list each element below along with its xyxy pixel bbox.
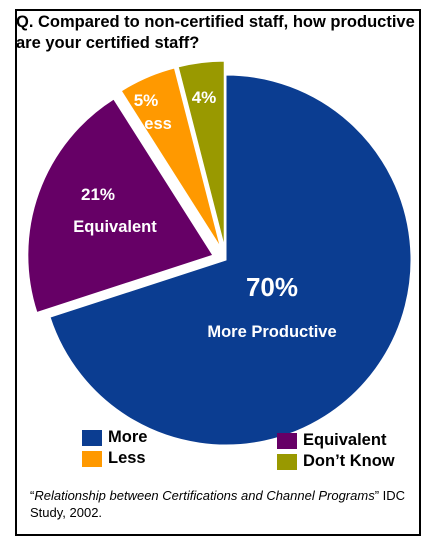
source-title: Relationship between Certifications and … xyxy=(34,488,375,503)
slice-percent-equivalent: 21% xyxy=(81,185,115,204)
source-rest: IDC Study, 2002. xyxy=(30,488,406,520)
source-citation: “Relationship between Certifications and… xyxy=(30,487,410,521)
slice-label-equivalent: Equivalent xyxy=(73,218,157,236)
question-title: Q. Compared to non-certified staff, how … xyxy=(16,13,415,52)
pie-slice-equivalent xyxy=(27,98,214,314)
pie-slice-less xyxy=(120,67,221,248)
pie-slice-don-t-know xyxy=(177,60,225,247)
slice-label-more: More Productive xyxy=(207,323,336,341)
slice-label-less: Less xyxy=(134,115,172,133)
slice-percent-more: 70% xyxy=(246,272,298,302)
source-open-quote: “ xyxy=(30,488,35,503)
source-close-quote: ” xyxy=(374,488,380,503)
slice-percent-less: 5% xyxy=(134,91,159,110)
pie-slice-more xyxy=(49,74,412,446)
slice-percent-don-t-know: 4% xyxy=(192,88,217,107)
